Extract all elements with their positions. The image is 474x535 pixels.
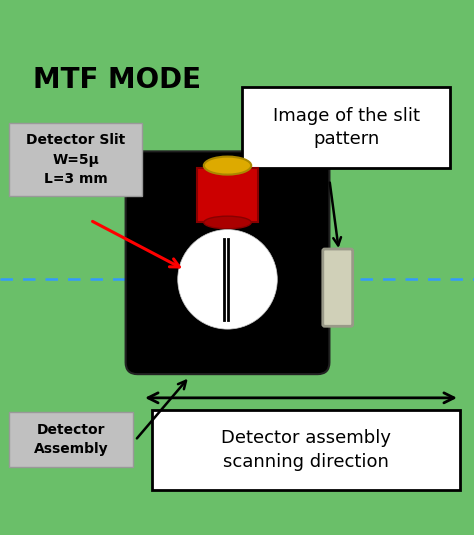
Circle shape [178,230,277,329]
Bar [242,87,450,168]
Bar [152,410,460,490]
FancyBboxPatch shape [323,249,353,326]
Bar [9,123,142,196]
Text: MTF MODE: MTF MODE [33,66,201,94]
Bar [197,168,258,223]
Ellipse shape [204,216,251,229]
Text: Detector
Assembly: Detector Assembly [34,423,109,456]
Ellipse shape [204,157,251,174]
Bar [9,412,133,467]
FancyBboxPatch shape [126,151,329,374]
Text: Detector Slit
W=5μ
L=3 mm: Detector Slit W=5μ L=3 mm [26,133,126,186]
Text: Detector assembly
scanning direction: Detector assembly scanning direction [221,429,391,471]
Text: Image of the slit
pattern: Image of the slit pattern [273,107,419,149]
